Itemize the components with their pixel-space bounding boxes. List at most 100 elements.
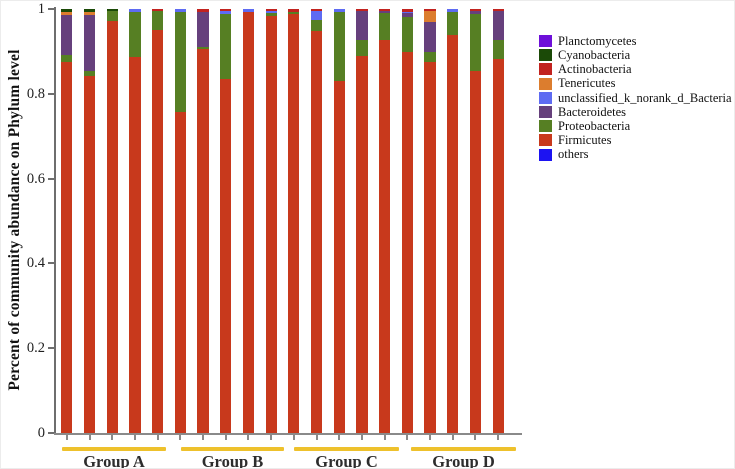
bar-segment [265,9,277,12]
legend-label: unclassified_k_norank_d_Bacteria [558,90,732,105]
bar [106,9,118,433]
bar [288,9,300,433]
bar-segment [356,9,368,12]
legend-label: others [558,147,589,162]
bar-segment [242,9,255,12]
bar-segment [129,56,141,433]
legend-item: unclassified_k_norank_d_Bacteria [539,91,732,105]
y-tick [48,432,54,434]
bar-segment [469,9,482,12]
bar [379,9,391,433]
y-axis-line [54,7,56,435]
bar [469,9,482,433]
x-tick [156,434,159,440]
bar-segment [220,10,232,14]
legend-label: Tenericutes [558,76,616,91]
bar-segment [61,9,73,13]
bar-segment [333,81,345,433]
bar [197,9,209,433]
y-tick-label: 0.4 [26,255,45,272]
bar-segment [379,9,391,12]
legend-swatch-icon [539,49,552,62]
bar-segment [310,31,323,433]
y-tick-label: 0.2 [26,339,45,356]
bar-segment [356,56,368,433]
bar-segment [424,22,436,53]
bar-segment [310,11,323,20]
legend: Planctomycetes Cyanobacteria Actinobacteri… [539,34,732,162]
bar-segment [220,78,232,433]
bar-segment [61,55,73,62]
legend-label: Planctomycetes [558,33,637,48]
bar-segment [492,9,504,11]
y-tick-label: 0.6 [26,170,45,187]
bar-segment [469,13,482,71]
group-underline [411,447,516,451]
legend-label: Cyanobacteria [558,48,631,63]
bar [174,9,186,433]
x-tick [224,434,227,440]
bar-segment [288,9,300,12]
bar [242,9,255,433]
bar-segment [288,14,300,433]
bar-segment [447,35,459,433]
bar-segment [424,52,436,62]
legend-swatch-icon [539,35,552,48]
bar-segment [492,59,504,433]
x-axis-line [54,433,522,435]
bar-segment [424,11,436,23]
x-tick [133,434,136,440]
legend-swatch-icon [539,91,552,104]
bar-segment [265,15,277,433]
bar [447,9,459,433]
bar-segment [310,9,323,12]
bar-segment [152,30,164,433]
bar-segment [220,13,232,79]
x-tick [292,434,295,440]
x-tick [65,434,68,440]
bar [83,9,96,433]
bar-segment [469,11,482,14]
bar-segment [310,20,323,32]
legend-item: Bacteroidetes [539,105,732,119]
bar-segment [424,9,436,12]
x-tick [497,434,500,440]
bar [356,9,368,433]
legend-swatch-icon [539,63,552,76]
bar-segment [492,39,504,60]
bar-segment [401,17,413,52]
bar [492,9,504,433]
bar-segment [197,11,209,47]
bar-segment [197,49,209,433]
legend-item: Tenericutes [539,77,732,91]
legend-item: Firmicutes [539,133,732,147]
y-tick-label: 0 [37,424,45,441]
bar-segment [356,11,368,40]
x-tick [429,434,432,440]
bar-segment [197,46,209,50]
legend-label: Actinobacteria [558,62,632,77]
bar [265,9,277,433]
bar-segment [106,9,118,11]
bar-segment [401,13,413,18]
y-tick [48,92,54,95]
legend-item: Proteobacteria [539,119,732,133]
bar [61,9,73,433]
bar-segment [401,51,413,433]
bar-segment [174,11,186,113]
group-label: Group B [201,452,264,469]
x-tick [179,434,182,440]
x-tick [247,434,250,440]
bar-segment [174,9,186,12]
bar-segment [152,11,164,31]
bar-segment [333,9,345,12]
bar-segment [447,11,459,36]
x-tick [451,434,454,440]
group-label: Group C [315,452,378,469]
x-tick [202,434,205,440]
bar-segment [83,70,96,76]
x-tick [88,434,91,440]
y-tick [48,8,54,10]
bar-segment [61,61,73,433]
